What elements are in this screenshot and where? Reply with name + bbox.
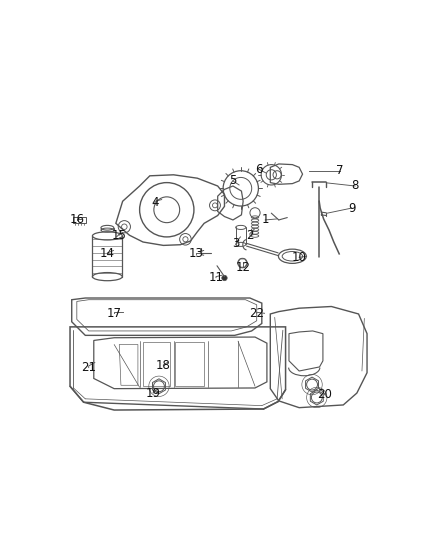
Text: 21: 21 bbox=[81, 361, 96, 374]
Circle shape bbox=[222, 275, 227, 281]
Bar bbox=[74, 217, 86, 223]
Text: 15: 15 bbox=[112, 229, 127, 242]
Text: 9: 9 bbox=[348, 201, 356, 215]
Text: 4: 4 bbox=[151, 197, 159, 209]
Text: 8: 8 bbox=[351, 180, 359, 192]
Text: 17: 17 bbox=[107, 307, 122, 320]
Text: 19: 19 bbox=[146, 386, 161, 400]
Text: 14: 14 bbox=[100, 247, 115, 261]
Text: 12: 12 bbox=[236, 261, 251, 274]
Text: 11: 11 bbox=[208, 271, 223, 284]
Text: 16: 16 bbox=[69, 213, 84, 227]
Text: 10: 10 bbox=[292, 251, 307, 264]
Text: 22: 22 bbox=[249, 307, 264, 320]
Text: 3: 3 bbox=[233, 237, 240, 250]
Text: 6: 6 bbox=[254, 163, 262, 175]
Text: 5: 5 bbox=[229, 174, 237, 188]
Text: 20: 20 bbox=[317, 388, 332, 401]
Text: 7: 7 bbox=[336, 164, 344, 177]
Text: 1: 1 bbox=[261, 213, 269, 227]
Text: 18: 18 bbox=[156, 359, 171, 373]
Text: 2: 2 bbox=[246, 229, 254, 242]
Text: 13: 13 bbox=[188, 247, 203, 261]
